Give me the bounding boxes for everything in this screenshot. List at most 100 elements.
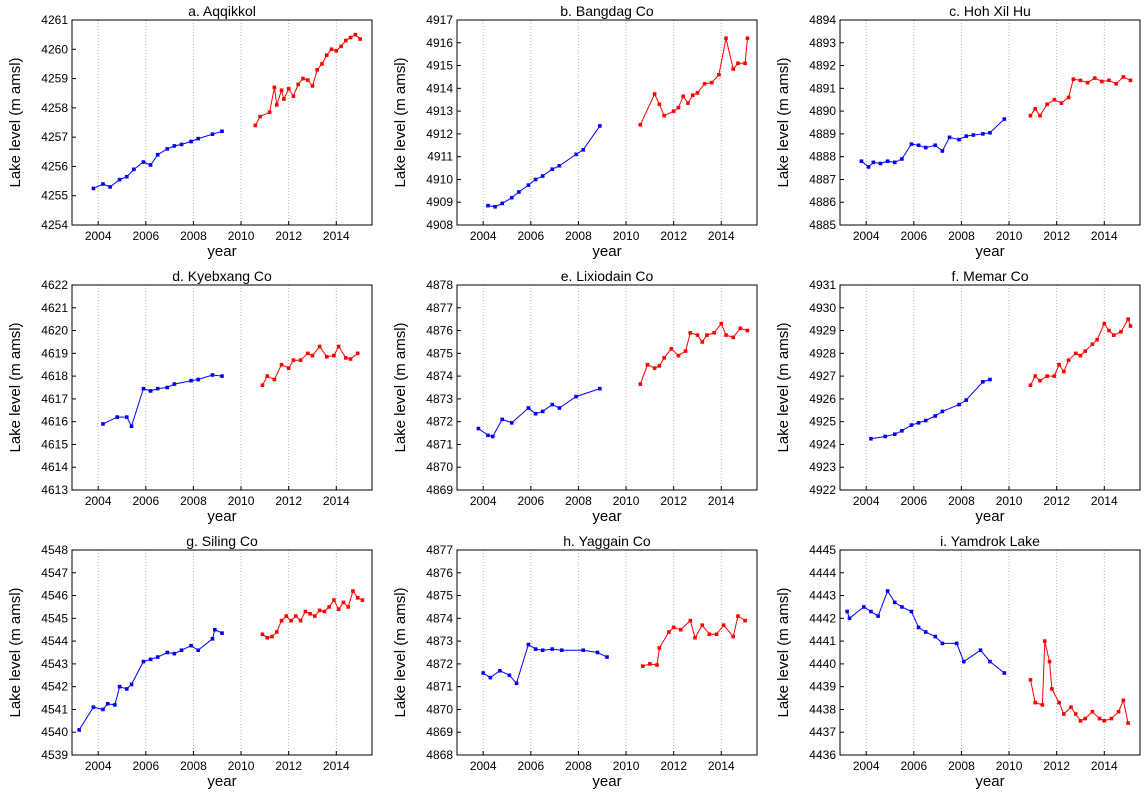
point: [1052, 374, 1057, 378]
point: [738, 326, 743, 331]
point: [265, 374, 270, 378]
x-tick-label: 2004: [85, 494, 112, 508]
y-tick-label: 4928: [809, 346, 836, 360]
series-line: [478, 388, 601, 438]
point: [1083, 349, 1088, 353]
series-line: [262, 589, 363, 639]
point: [892, 600, 897, 605]
point: [1057, 700, 1061, 705]
point: [900, 157, 904, 161]
point: [1078, 78, 1083, 83]
point: [679, 627, 683, 632]
point: [1090, 342, 1095, 347]
y-tick-label: 4875: [426, 346, 453, 360]
point: [745, 328, 750, 333]
chart-title: d. Kyebxang Co: [172, 268, 272, 284]
point: [220, 129, 224, 134]
x-tick-label: 2012: [1043, 229, 1070, 243]
point: [317, 344, 322, 349]
point: [1002, 117, 1007, 121]
point: [141, 160, 146, 164]
point: [724, 333, 728, 337]
point: [334, 48, 339, 53]
y-tick-label: 4443: [809, 589, 836, 603]
y-tick-label: 4877: [426, 543, 453, 557]
chart-title: a. Aqqikkol: [188, 3, 256, 19]
x-tick-label: 2008: [948, 494, 975, 508]
point: [298, 618, 303, 623]
point: [1085, 80, 1090, 85]
point: [581, 648, 585, 653]
point: [101, 182, 105, 186]
point: [296, 82, 300, 87]
point: [274, 630, 279, 634]
x-tick-label: 2012: [660, 229, 687, 243]
point: [1095, 337, 1099, 342]
y-tick-label: 4437: [809, 725, 836, 739]
x-tick-label: 2004: [470, 759, 497, 773]
point: [1090, 709, 1095, 714]
point: [1092, 76, 1097, 80]
point: [108, 185, 112, 189]
point: [885, 589, 890, 593]
point: [559, 648, 564, 653]
point: [900, 428, 904, 433]
point: [279, 88, 284, 93]
y-tick-label: 4539: [41, 748, 68, 762]
point: [1057, 362, 1061, 367]
point: [933, 143, 938, 148]
point: [648, 662, 652, 666]
plot-frame: [839, 549, 1141, 756]
point: [500, 201, 505, 206]
x-tick-label: 2008: [565, 759, 592, 773]
x-tick-label: 2008: [180, 759, 207, 773]
point: [1121, 75, 1126, 79]
point: [714, 632, 719, 637]
y-tick-label: 4444: [809, 566, 836, 580]
x-tick-label: 2010: [996, 494, 1023, 508]
point: [500, 417, 505, 422]
point: [971, 133, 976, 137]
point: [493, 204, 497, 209]
point: [270, 634, 274, 639]
series-line: [487, 125, 601, 208]
point: [1121, 698, 1126, 703]
y-tick-label: 4926: [809, 392, 836, 406]
y-tick-label: 4886: [809, 195, 836, 209]
series-line: [93, 130, 223, 189]
y-tick-label: 4916: [426, 36, 453, 50]
point: [289, 618, 293, 623]
point: [892, 160, 897, 165]
chart-title: c. Hoh Xil Hu: [949, 3, 1031, 19]
y-tick-label: 4547: [41, 566, 68, 580]
y-axis-label: Lake level (m amsl): [7, 57, 24, 187]
point: [540, 174, 545, 178]
point: [1073, 712, 1078, 716]
point: [883, 434, 888, 439]
point: [1028, 113, 1033, 118]
panel: 2004 2006 2008 2010 2012 2014 4869 4870 4871 4872…: [392, 268, 758, 525]
plot-frame: [839, 284, 1141, 491]
point: [336, 344, 341, 349]
point: [736, 61, 740, 66]
point: [172, 651, 177, 656]
y-tick-label: 4442: [809, 611, 836, 625]
point: [1126, 721, 1130, 725]
y-tick-label: 4891: [809, 81, 836, 95]
point: [279, 618, 284, 623]
point: [220, 374, 224, 378]
point: [1069, 705, 1073, 709]
point: [550, 402, 555, 407]
point: [332, 598, 336, 602]
point: [284, 614, 289, 618]
point: [557, 163, 562, 168]
plot-frame: [456, 19, 758, 226]
chart-title: f. Memar Co: [951, 268, 1028, 284]
x-axis-label: year: [975, 773, 1004, 790]
point: [526, 183, 531, 187]
point: [847, 616, 852, 621]
point: [279, 362, 284, 367]
point: [1097, 716, 1102, 721]
chart-title: e. Lixiodain Co: [561, 268, 654, 284]
